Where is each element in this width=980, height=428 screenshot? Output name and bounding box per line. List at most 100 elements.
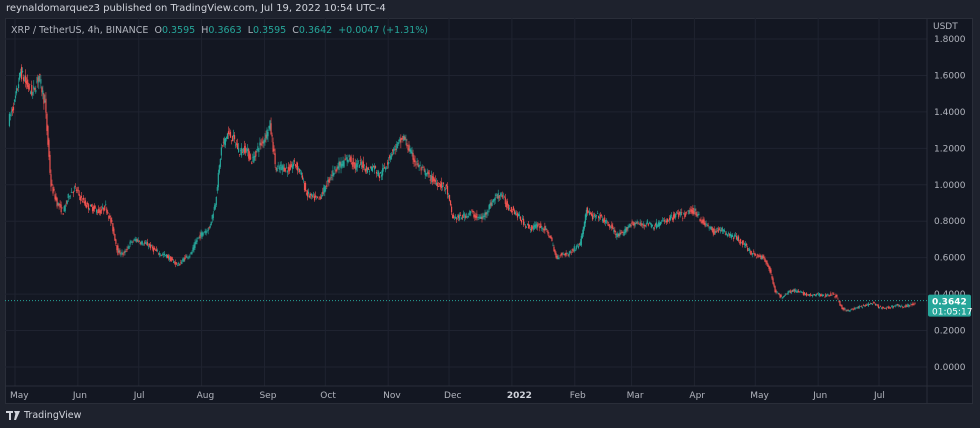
candle-body (133, 239, 135, 241)
footer-brand[interactable]: TradingView (6, 410, 81, 421)
candle-body (607, 221, 609, 223)
candle-body (641, 224, 643, 226)
candle-body (280, 164, 282, 166)
candle-body (64, 204, 66, 211)
candle-body (610, 227, 612, 228)
candle-body (439, 184, 442, 187)
price-tick-label: 1.8000 (934, 35, 966, 45)
candle-body (25, 75, 27, 83)
publisher-caption: reynaldomarquez3 published on TradingVie… (6, 3, 386, 14)
candle-body (524, 226, 527, 228)
candle-body (311, 193, 313, 196)
candle-body (57, 203, 59, 205)
candle-body (485, 212, 487, 215)
candle-body (829, 294, 831, 296)
candle-body (738, 241, 741, 243)
candle-body (688, 210, 690, 215)
candle-body (404, 137, 406, 140)
candle-body (184, 257, 186, 260)
candle-body (19, 71, 22, 77)
candle-body (449, 200, 452, 206)
candle-body (481, 217, 483, 220)
candle-body (624, 228, 626, 234)
candle-body (379, 172, 382, 174)
candle-body (53, 188, 55, 191)
candle-body (63, 206, 65, 212)
candle-body (169, 257, 171, 260)
candle-body (242, 152, 244, 153)
symbol-title[interactable]: XRP / TetherUS, 4h, BINANCE (11, 25, 149, 36)
candle-body (32, 92, 34, 94)
candle-body (549, 236, 551, 238)
candle-body (388, 161, 390, 164)
candle-body (164, 254, 167, 256)
candle-body (862, 305, 864, 306)
candle-body (863, 305, 865, 306)
candle-body (228, 133, 231, 134)
candle-body (574, 249, 576, 251)
candle-body (778, 293, 780, 295)
candle-body (14, 95, 17, 99)
candle-body (665, 220, 668, 223)
candle-body (841, 305, 843, 310)
candle-body (856, 307, 858, 309)
candle-body (809, 294, 812, 296)
candle-body (266, 129, 268, 139)
candle-body (546, 229, 548, 230)
candle-body (243, 148, 245, 152)
candle-body (249, 154, 251, 161)
candle-body (504, 197, 506, 204)
candle-body (30, 91, 32, 94)
candle-body (417, 163, 419, 167)
candle-body (832, 293, 834, 295)
candle-body (783, 296, 785, 298)
candle-body (110, 217, 112, 223)
candle-body (680, 212, 682, 216)
candle-body (444, 188, 447, 190)
candle-body (820, 294, 822, 297)
price-axis-unit: USDT (933, 22, 958, 32)
candle-body (240, 150, 242, 151)
candle-body (188, 256, 190, 258)
candle-body (446, 185, 449, 195)
candle-body (299, 169, 302, 171)
candle-body (234, 144, 237, 146)
candle-body (244, 145, 246, 154)
time-tick-label: Jun (72, 391, 87, 401)
candle-body (223, 138, 226, 145)
price-tick-label: 1.4000 (934, 108, 966, 118)
candle-body (810, 294, 813, 296)
candle-body (681, 212, 683, 213)
candle-body (42, 90, 44, 95)
candle-body (670, 215, 672, 220)
candle-body (601, 215, 603, 216)
candle-body (671, 215, 673, 216)
candle-body (519, 216, 522, 221)
candle-body (8, 113, 11, 126)
candle-body (345, 158, 347, 160)
candle-body (400, 138, 402, 143)
candle-body (342, 160, 344, 166)
candle-body (799, 291, 802, 293)
candle-body (410, 149, 412, 153)
candle-body (66, 200, 68, 204)
candle-body (378, 175, 381, 179)
candle-body (674, 213, 676, 218)
candle-body (399, 138, 401, 142)
candle-body (62, 213, 64, 215)
candle-body (196, 239, 198, 242)
time-tick-label: Aug (197, 391, 215, 401)
candle-body (703, 219, 705, 225)
price-chart[interactable]: USDT 0.00000.20000.40000.60000.80001.000… (5, 18, 973, 404)
candle-body (837, 298, 839, 300)
candle-body (120, 254, 122, 256)
candle-body (884, 308, 887, 309)
candle-body (29, 84, 31, 85)
candle-body (537, 225, 539, 228)
candle-body (199, 234, 201, 239)
change-value: +0.0047 (+1.31%) (338, 25, 428, 36)
candle-body (875, 304, 878, 306)
candle-body (643, 225, 645, 227)
candle-body (92, 206, 95, 211)
candle-body (828, 295, 830, 296)
